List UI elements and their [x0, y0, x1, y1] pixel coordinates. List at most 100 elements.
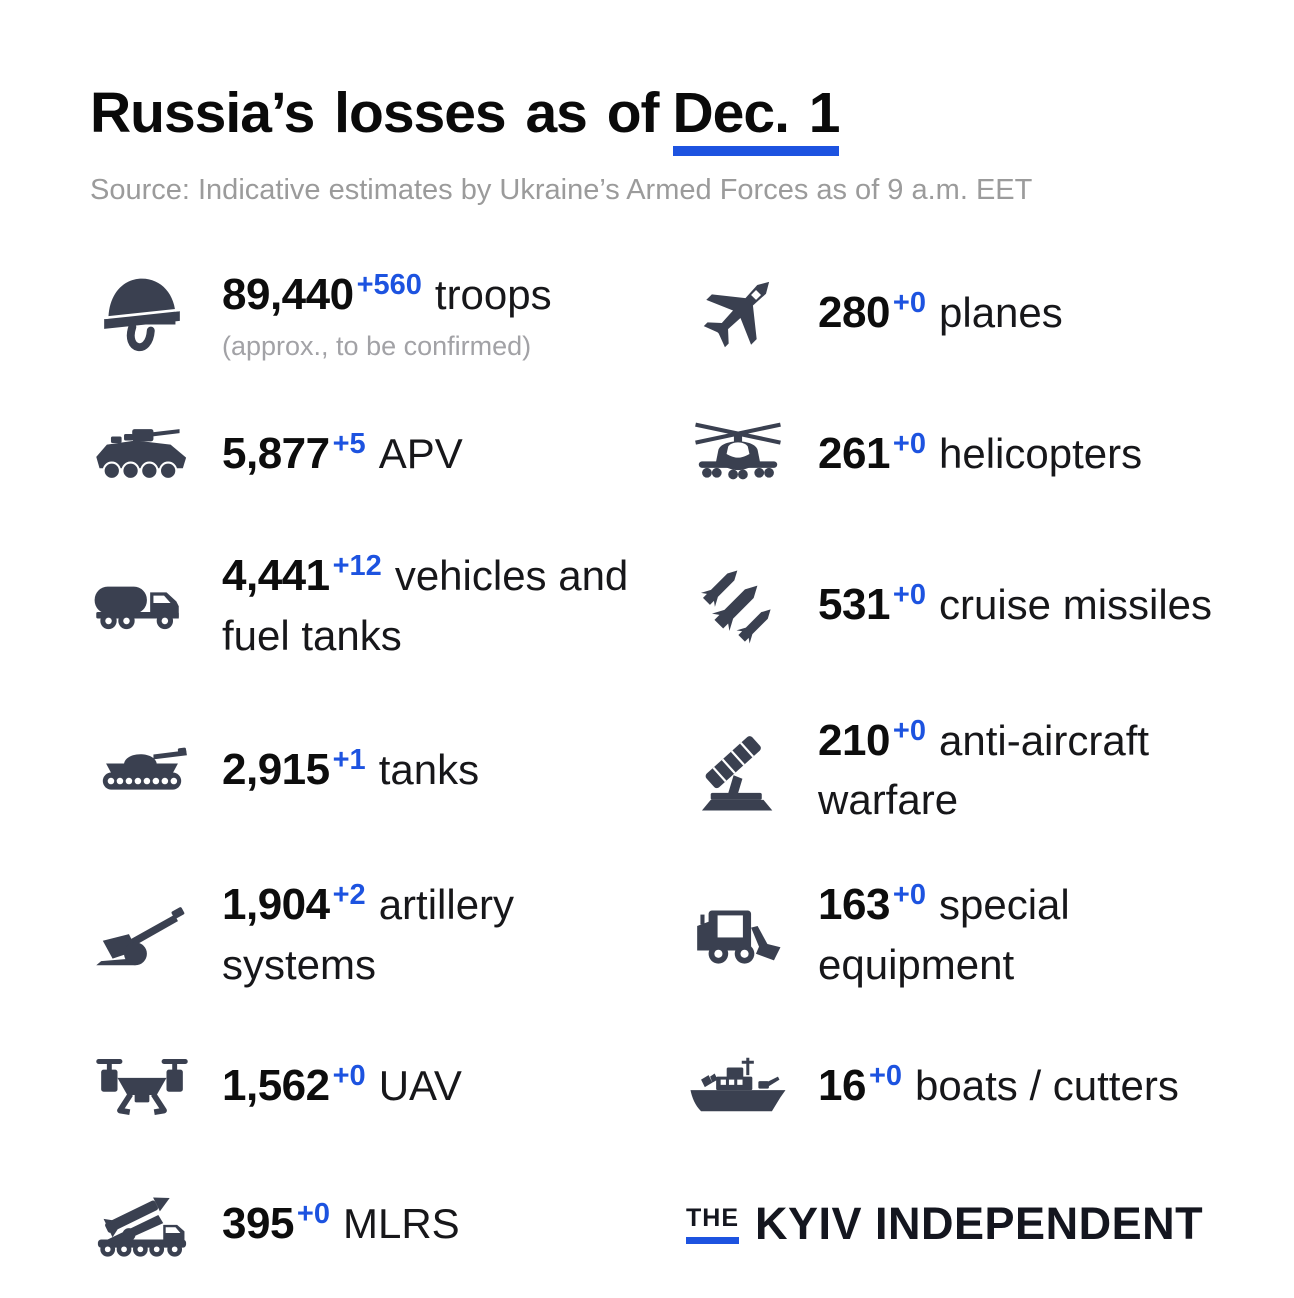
anti-aircraft-icon — [689, 726, 787, 814]
stat-delta: +560 — [356, 268, 422, 301]
stat-text: 280 +0 planes — [818, 283, 1063, 344]
stat-delta: +2 — [332, 879, 366, 912]
stat-label: tanks — [378, 745, 480, 793]
title-prefix: Russia’s losses as of — [90, 81, 660, 145]
stat-delta: +0 — [296, 1197, 330, 1230]
stat-helicopters: 261 +0 helicopters — [686, 408, 1260, 500]
fuel-truck-icon — [93, 561, 191, 649]
stat-label: UAV — [378, 1061, 462, 1109]
stat-text: 531 +0 cruise missiles — [818, 575, 1212, 636]
stat-special-equipment: 163 +0 special equipment — [686, 875, 1260, 994]
stat-value: 531 — [818, 579, 890, 629]
stat-artillery-systems: 1,904 +2 artillery systems — [90, 875, 686, 994]
source-note: Source: Indicative estimates by Ukraine’… — [90, 173, 1033, 206]
drone-icon — [93, 1042, 191, 1130]
stat-icon-box — [686, 1040, 790, 1132]
stat-delta: +0 — [892, 714, 926, 747]
apv-icon — [93, 410, 191, 498]
mlrs-icon — [93, 1180, 191, 1268]
stat-label: cruise missiles — [939, 580, 1213, 628]
logo-underline — [686, 1236, 739, 1244]
stat-label: troops — [434, 270, 552, 318]
stat-delta: +1 — [332, 743, 366, 776]
publisher-logo: THE KYIV INDEPENDENT — [686, 1198, 1260, 1250]
stat-icon-box — [90, 267, 194, 359]
stat-label: artillery systems — [222, 881, 515, 989]
stat-delta: +0 — [892, 578, 926, 611]
stat-text: 89,440 +560 troops (approx., to be confirme… — [222, 265, 552, 362]
stat-text: 5,877 +5 APV — [222, 424, 463, 485]
stat-icon-box — [90, 1040, 194, 1132]
stat-delta: +0 — [868, 1059, 903, 1092]
stat-delta: +0 — [332, 1059, 366, 1092]
stat-value: 89,440 — [222, 269, 354, 319]
stat-delta: +0 — [892, 287, 926, 320]
stat-mlrs: 395 +0 MLRS — [90, 1178, 686, 1270]
stat-value: 261 — [818, 428, 890, 478]
stat-delta: +0 — [892, 879, 926, 912]
stat-value: 2,915 — [222, 744, 330, 794]
stat-text: 1,904 +2 artillery systems — [222, 875, 637, 994]
stat-note: (approx., to be confirmed) — [222, 330, 532, 361]
stat-text: 1,562 +0 UAV — [222, 1056, 462, 1117]
title-date: Dec. 1 — [672, 81, 840, 156]
stat-value: 210 — [818, 715, 890, 765]
stat-icon-box — [90, 889, 194, 981]
stat-icon-box — [90, 724, 194, 816]
boat-icon — [689, 1042, 787, 1130]
stat-value: 16 — [818, 1060, 866, 1110]
stat-label: APV — [378, 429, 463, 477]
helmet-icon — [93, 269, 191, 357]
helicopter-icon — [689, 410, 787, 498]
stat-value: 4,441 — [222, 550, 330, 600]
stat-icon-box — [686, 267, 790, 359]
stat-label: MLRS — [343, 1199, 460, 1247]
stat-boats-cutters: 16 +0 boats / cutters — [686, 1040, 1260, 1132]
stat-label: special equipment — [818, 881, 1070, 989]
stat-planes: 280 +0 planes — [686, 267, 1260, 359]
tank-icon — [93, 726, 191, 814]
logo-the-text: THE — [686, 1203, 739, 1232]
stat-label: boats / cutters — [915, 1061, 1179, 1109]
stat-delta: +12 — [332, 549, 382, 582]
stat-label: vehicles and fuel tanks — [222, 551, 629, 659]
stat-icon-box — [90, 1178, 194, 1270]
stat-icon-box — [90, 408, 194, 500]
logo-name-text: KYIV INDEPENDENT — [755, 1197, 1204, 1249]
stat-text: 2,915 +1 tanks — [222, 740, 479, 801]
stat-troops: 89,440 +560 troops (approx., to be confirme… — [90, 265, 686, 362]
artillery-icon — [93, 891, 191, 979]
jet-icon — [689, 269, 787, 357]
stat-icon-box — [686, 408, 790, 500]
header: Russia’s losses as of Dec. 1 Source: Indi… — [90, 81, 1260, 207]
stat-uav: 1,562 +0 UAV — [90, 1040, 686, 1132]
page-title: Russia’s losses as of Dec. 1 — [90, 81, 1260, 156]
stat-value: 1,562 — [222, 1060, 330, 1110]
stat-cruise-missiles: 531 +0 cruise missiles — [686, 559, 1260, 651]
stat-value: 5,877 — [222, 428, 330, 478]
stat-value: 395 — [222, 1198, 294, 1248]
stat-text: 395 +0 MLRS — [222, 1194, 460, 1255]
stat-delta: +0 — [892, 427, 926, 460]
stat-icon-box — [686, 889, 790, 981]
loader-icon — [689, 891, 787, 979]
stat-label: planes — [939, 289, 1063, 337]
stat-icon-box — [686, 724, 790, 816]
stat-value: 280 — [818, 288, 890, 338]
stat-label: anti-aircraft warfare — [818, 716, 1150, 824]
stat-text: 4,441 +12 vehicles and fuel tanks — [222, 546, 637, 665]
stat-text: 163 +0 special equipment — [818, 875, 1260, 994]
stat-apv: 5,877 +5 APV — [90, 408, 686, 500]
stat-text: 261 +0 helicopters — [818, 424, 1142, 485]
stat-tanks: 2,915 +1 tanks — [90, 724, 686, 816]
stat-value: 163 — [818, 880, 890, 930]
stat-icon-box — [686, 559, 790, 651]
stat-text: 210 +0 anti-aircraft warfare — [818, 711, 1260, 830]
stat-vehicles-and-fuel-tanks: 4,441 +12 vehicles and fuel tanks — [90, 546, 686, 665]
missiles-icon — [689, 561, 787, 649]
stat-value: 1,904 — [222, 880, 330, 930]
stat-anti-aircraft-warfare: 210 +0 anti-aircraft warfare — [686, 711, 1260, 830]
infographic: Russia’s losses as of Dec. 1 Source: Indi… — [90, 81, 1260, 1270]
stat-text: 16 +0 boats / cutters — [818, 1056, 1179, 1117]
stat-icon-box — [90, 559, 194, 651]
